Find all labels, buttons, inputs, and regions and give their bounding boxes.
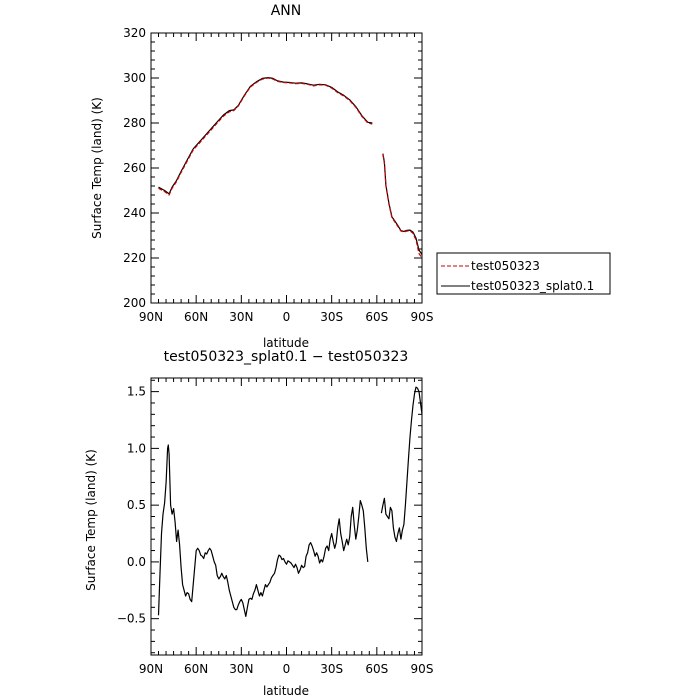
top-x-tick-label: 30S — [320, 310, 343, 324]
bottom-x-tick-label: 30S — [320, 662, 343, 676]
top-y-axis-label: Surface Temp (land) (K) — [90, 97, 104, 239]
top-x-tick-label: 60N — [184, 310, 208, 324]
legend-label-test050323-splat0.1: test050323_splat0.1 — [471, 279, 594, 293]
top-y-tick-label: 320 — [123, 26, 146, 40]
bottom-x-tick-label: 90S — [411, 662, 434, 676]
bottom-y-tick-label: 1.0 — [127, 441, 146, 455]
legend-label-test050323: test050323 — [471, 259, 540, 273]
top-chart-panel: ANN 200 220 240 260 280 300 320 90N 60N 30N 0 30S 6… — [90, 3, 611, 350]
bottom-chart-title: test050323_splat0.1 − test050323 — [164, 349, 409, 365]
top-x-tick-label: 60S — [365, 310, 388, 324]
top-y-tick-label: 240 — [123, 206, 146, 220]
top-x-tick-label: 90N — [139, 310, 163, 324]
bottom-plot-frame — [150, 377, 423, 656]
bottom-y-tick-label: 0.5 — [127, 498, 146, 512]
bottom-y-tick-label: −0.5 — [117, 612, 146, 626]
bottom-series-line-difference — [380, 386, 423, 543]
top-y-tick-label: 200 — [123, 296, 146, 310]
top-y-tick-label: 300 — [123, 71, 146, 85]
bottom-x-ticks: 90N 60N 30N 0 30S 60S 90S — [139, 378, 434, 676]
bottom-y-tick-label: 1.5 — [127, 385, 146, 399]
bottom-series-lines — [157, 386, 423, 618]
top-series-line-test050323 — [382, 154, 423, 259]
bottom-y-ticks: −0.5 0.0 0.5 1.0 1.5 — [117, 379, 422, 654]
bottom-x-tick-label: 90N — [139, 662, 163, 676]
bottom-chart-panel: test050323_splat0.1 − test050323 −0.5 0.0… — [84, 349, 433, 698]
top-y-ticks: 200 220 240 260 280 300 320 — [123, 26, 422, 310]
top-x-ticks: 90N 60N 30N 0 30S 60S 90S — [139, 33, 434, 324]
top-series-line-test050323 — [158, 77, 373, 196]
bottom-x-tick-label: 60S — [365, 662, 388, 676]
bottom-x-tick-label: 0 — [283, 662, 291, 676]
top-y-tick-label: 280 — [123, 116, 146, 130]
legend-box — [436, 252, 611, 295]
top-y-tick-label: 220 — [123, 251, 146, 265]
top-series-lines — [158, 76, 423, 259]
top-chart-title: ANN — [271, 3, 302, 19]
bottom-y-axis-label: Surface Temp (land) (K) — [84, 449, 98, 591]
top-x-tick-label: 90S — [411, 310, 434, 324]
bottom-x-tick-label: 60N — [184, 662, 208, 676]
top-x-tick-label: 0 — [283, 310, 291, 324]
top-y-tick-label: 260 — [123, 161, 146, 175]
bottom-x-tick-label: 30N — [229, 662, 253, 676]
bottom-y-tick-label: 0.0 — [127, 555, 146, 569]
top-x-tick-label: 30N — [229, 310, 253, 324]
bottom-series-line-difference — [157, 444, 369, 618]
legend: test050323 test050323_splat0.1 — [436, 252, 611, 295]
top-plot-frame — [150, 32, 423, 304]
bottom-x-axis-label: latitude — [263, 684, 309, 698]
top-x-axis-label: latitude — [263, 336, 309, 350]
top-series-line-test050323-splat0-1 — [158, 76, 373, 195]
